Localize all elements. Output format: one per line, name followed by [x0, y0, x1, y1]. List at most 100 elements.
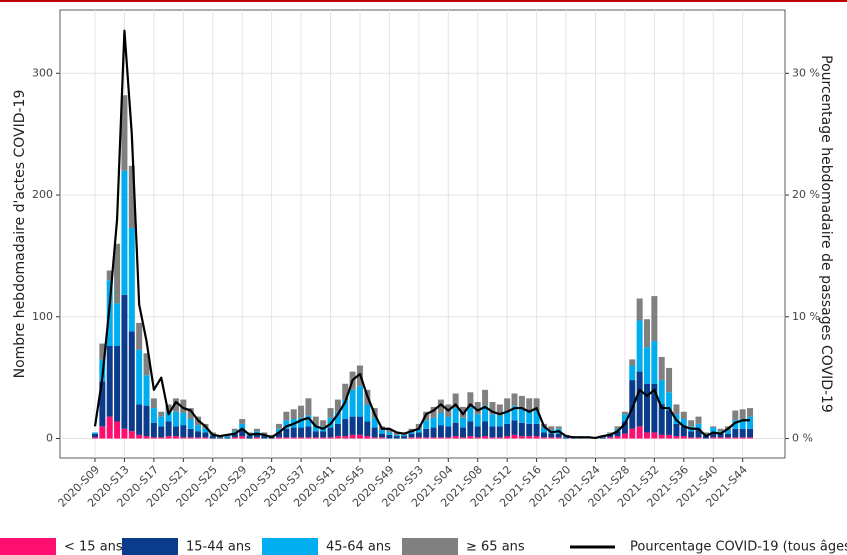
bar-segment — [128, 331, 135, 432]
bar-segment — [180, 437, 187, 439]
bar-segment — [283, 437, 290, 439]
bar-segment — [393, 436, 400, 439]
bar-segment — [312, 431, 319, 438]
bar-segment — [739, 428, 746, 438]
bar-segment — [518, 436, 525, 439]
bar-segment — [342, 436, 349, 439]
bar-segment — [482, 405, 489, 422]
bar-segment — [180, 425, 187, 438]
bar-segment — [460, 437, 466, 439]
bar-segment — [695, 416, 702, 424]
bar-segment — [143, 353, 150, 376]
bar-segment — [555, 437, 562, 439]
bar-segment — [371, 417, 378, 428]
bar-segment — [695, 430, 702, 438]
bar-segment — [496, 404, 503, 416]
y-tick-label: 200 — [32, 188, 53, 201]
bar-segment — [276, 437, 282, 439]
bar-segment — [136, 349, 143, 405]
bar-segment — [489, 402, 496, 415]
bar-segment — [621, 433, 628, 439]
bar-segment — [202, 437, 209, 439]
bar-segment — [504, 436, 511, 439]
bar-segment — [680, 426, 687, 437]
bar-segment — [430, 417, 437, 428]
bar-segment — [607, 434, 614, 438]
bar-segment — [290, 427, 297, 438]
bar-segment — [106, 416, 113, 439]
bar-segment — [629, 380, 636, 429]
bar-segment — [518, 395, 525, 409]
bar-segment — [533, 436, 540, 439]
bar-segment — [688, 437, 695, 439]
bar-segment — [629, 428, 636, 439]
bar-segment — [423, 428, 430, 438]
bar-segment — [334, 436, 341, 439]
bar-segment — [261, 432, 268, 435]
legend-label: 15-44 ans — [186, 540, 251, 555]
bar-segment — [165, 411, 172, 422]
bar-segment — [526, 436, 533, 439]
legend-label: ≥ 65 ans — [466, 540, 525, 555]
bar-segment — [658, 434, 665, 439]
bar-segment — [246, 436, 253, 439]
bar-segment — [386, 428, 393, 433]
bar-segment — [415, 432, 422, 438]
bar-segment — [136, 404, 143, 435]
bar-segment — [621, 414, 628, 422]
legend-label: Pourcentage COVID-19 (tous âges) — [630, 540, 847, 555]
bar-segment — [253, 431, 260, 434]
bar-segment — [209, 436, 216, 439]
y2-axis-label: Pourcentage hebdomadaire de passages COV… — [818, 55, 834, 413]
bar-segment — [364, 421, 371, 437]
y-tick-label: 100 — [32, 310, 53, 323]
bar-segment — [452, 422, 459, 437]
top-bar — [0, 0, 847, 2]
bar-segment — [621, 411, 628, 415]
bar-segment — [99, 343, 106, 360]
bar-segment — [143, 436, 150, 439]
bar-segment — [320, 420, 327, 427]
bar-segment — [732, 437, 739, 439]
bar-segment — [445, 426, 452, 438]
bar-segment — [651, 341, 658, 384]
bar-segment — [121, 170, 128, 295]
bar-segment — [540, 432, 547, 438]
bar-segment — [474, 414, 481, 427]
bar-segment — [180, 412, 187, 426]
bar-segment — [150, 437, 157, 439]
bar-segment — [702, 432, 709, 435]
bar-segment — [158, 426, 165, 438]
bar-segment — [474, 402, 481, 415]
bar-segment — [92, 437, 98, 439]
bar-segment — [92, 432, 98, 434]
bar-segment — [548, 437, 555, 439]
bar-segment — [614, 431, 621, 437]
bar-segment — [298, 427, 305, 438]
bar-segment — [356, 386, 363, 417]
bar-segment — [614, 426, 621, 429]
y2-tick-label: 30 % — [792, 66, 820, 79]
bar-segment — [143, 375, 150, 406]
bar-segment — [401, 434, 408, 437]
bar-segment — [437, 399, 444, 413]
bar-segment — [187, 419, 194, 429]
bar-segment — [607, 437, 614, 439]
bar-segment — [276, 423, 282, 429]
bar-segment — [298, 437, 305, 439]
bar-segment — [312, 437, 319, 439]
bar-segment — [548, 433, 555, 438]
bar-segment — [739, 409, 746, 420]
bar-segment — [408, 437, 415, 439]
bar-segment — [253, 437, 260, 439]
bar-segment — [165, 404, 172, 412]
bar-segment — [320, 431, 327, 438]
bar-segment — [401, 436, 408, 439]
bar-segment — [695, 423, 702, 430]
bar-segment — [710, 426, 717, 428]
bar-segment — [739, 437, 746, 439]
bar-segment — [283, 411, 290, 421]
bar-segment — [467, 436, 474, 439]
bar-segment — [128, 227, 135, 332]
bar-segment — [518, 408, 525, 423]
